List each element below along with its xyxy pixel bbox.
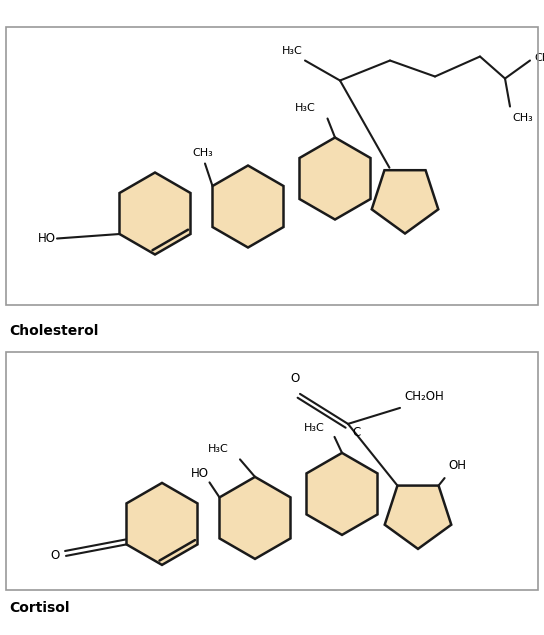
Polygon shape (306, 453, 378, 535)
Text: HO: HO (38, 232, 56, 245)
Text: H₃C: H₃C (208, 444, 228, 455)
Polygon shape (300, 138, 370, 220)
Text: O: O (290, 372, 300, 385)
Polygon shape (385, 486, 452, 549)
Text: H₃C: H₃C (295, 102, 316, 112)
Text: O: O (51, 549, 60, 563)
Polygon shape (127, 483, 197, 565)
Text: OH: OH (449, 459, 467, 472)
Polygon shape (120, 173, 190, 255)
Text: HO: HO (190, 467, 208, 480)
Polygon shape (213, 166, 283, 248)
Text: CH₃: CH₃ (512, 112, 533, 123)
Text: CH₃: CH₃ (192, 147, 213, 157)
Text: Cholesterol: Cholesterol (9, 323, 98, 338)
Text: H₃C: H₃C (304, 423, 325, 433)
Text: H₃C: H₃C (282, 46, 302, 55)
Text: Cortisol: Cortisol (9, 601, 70, 615)
Text: C: C (352, 426, 360, 439)
Polygon shape (372, 170, 438, 234)
Text: CH₃: CH₃ (534, 53, 544, 63)
Text: CH₂OH: CH₂OH (404, 390, 444, 403)
Polygon shape (219, 477, 290, 559)
